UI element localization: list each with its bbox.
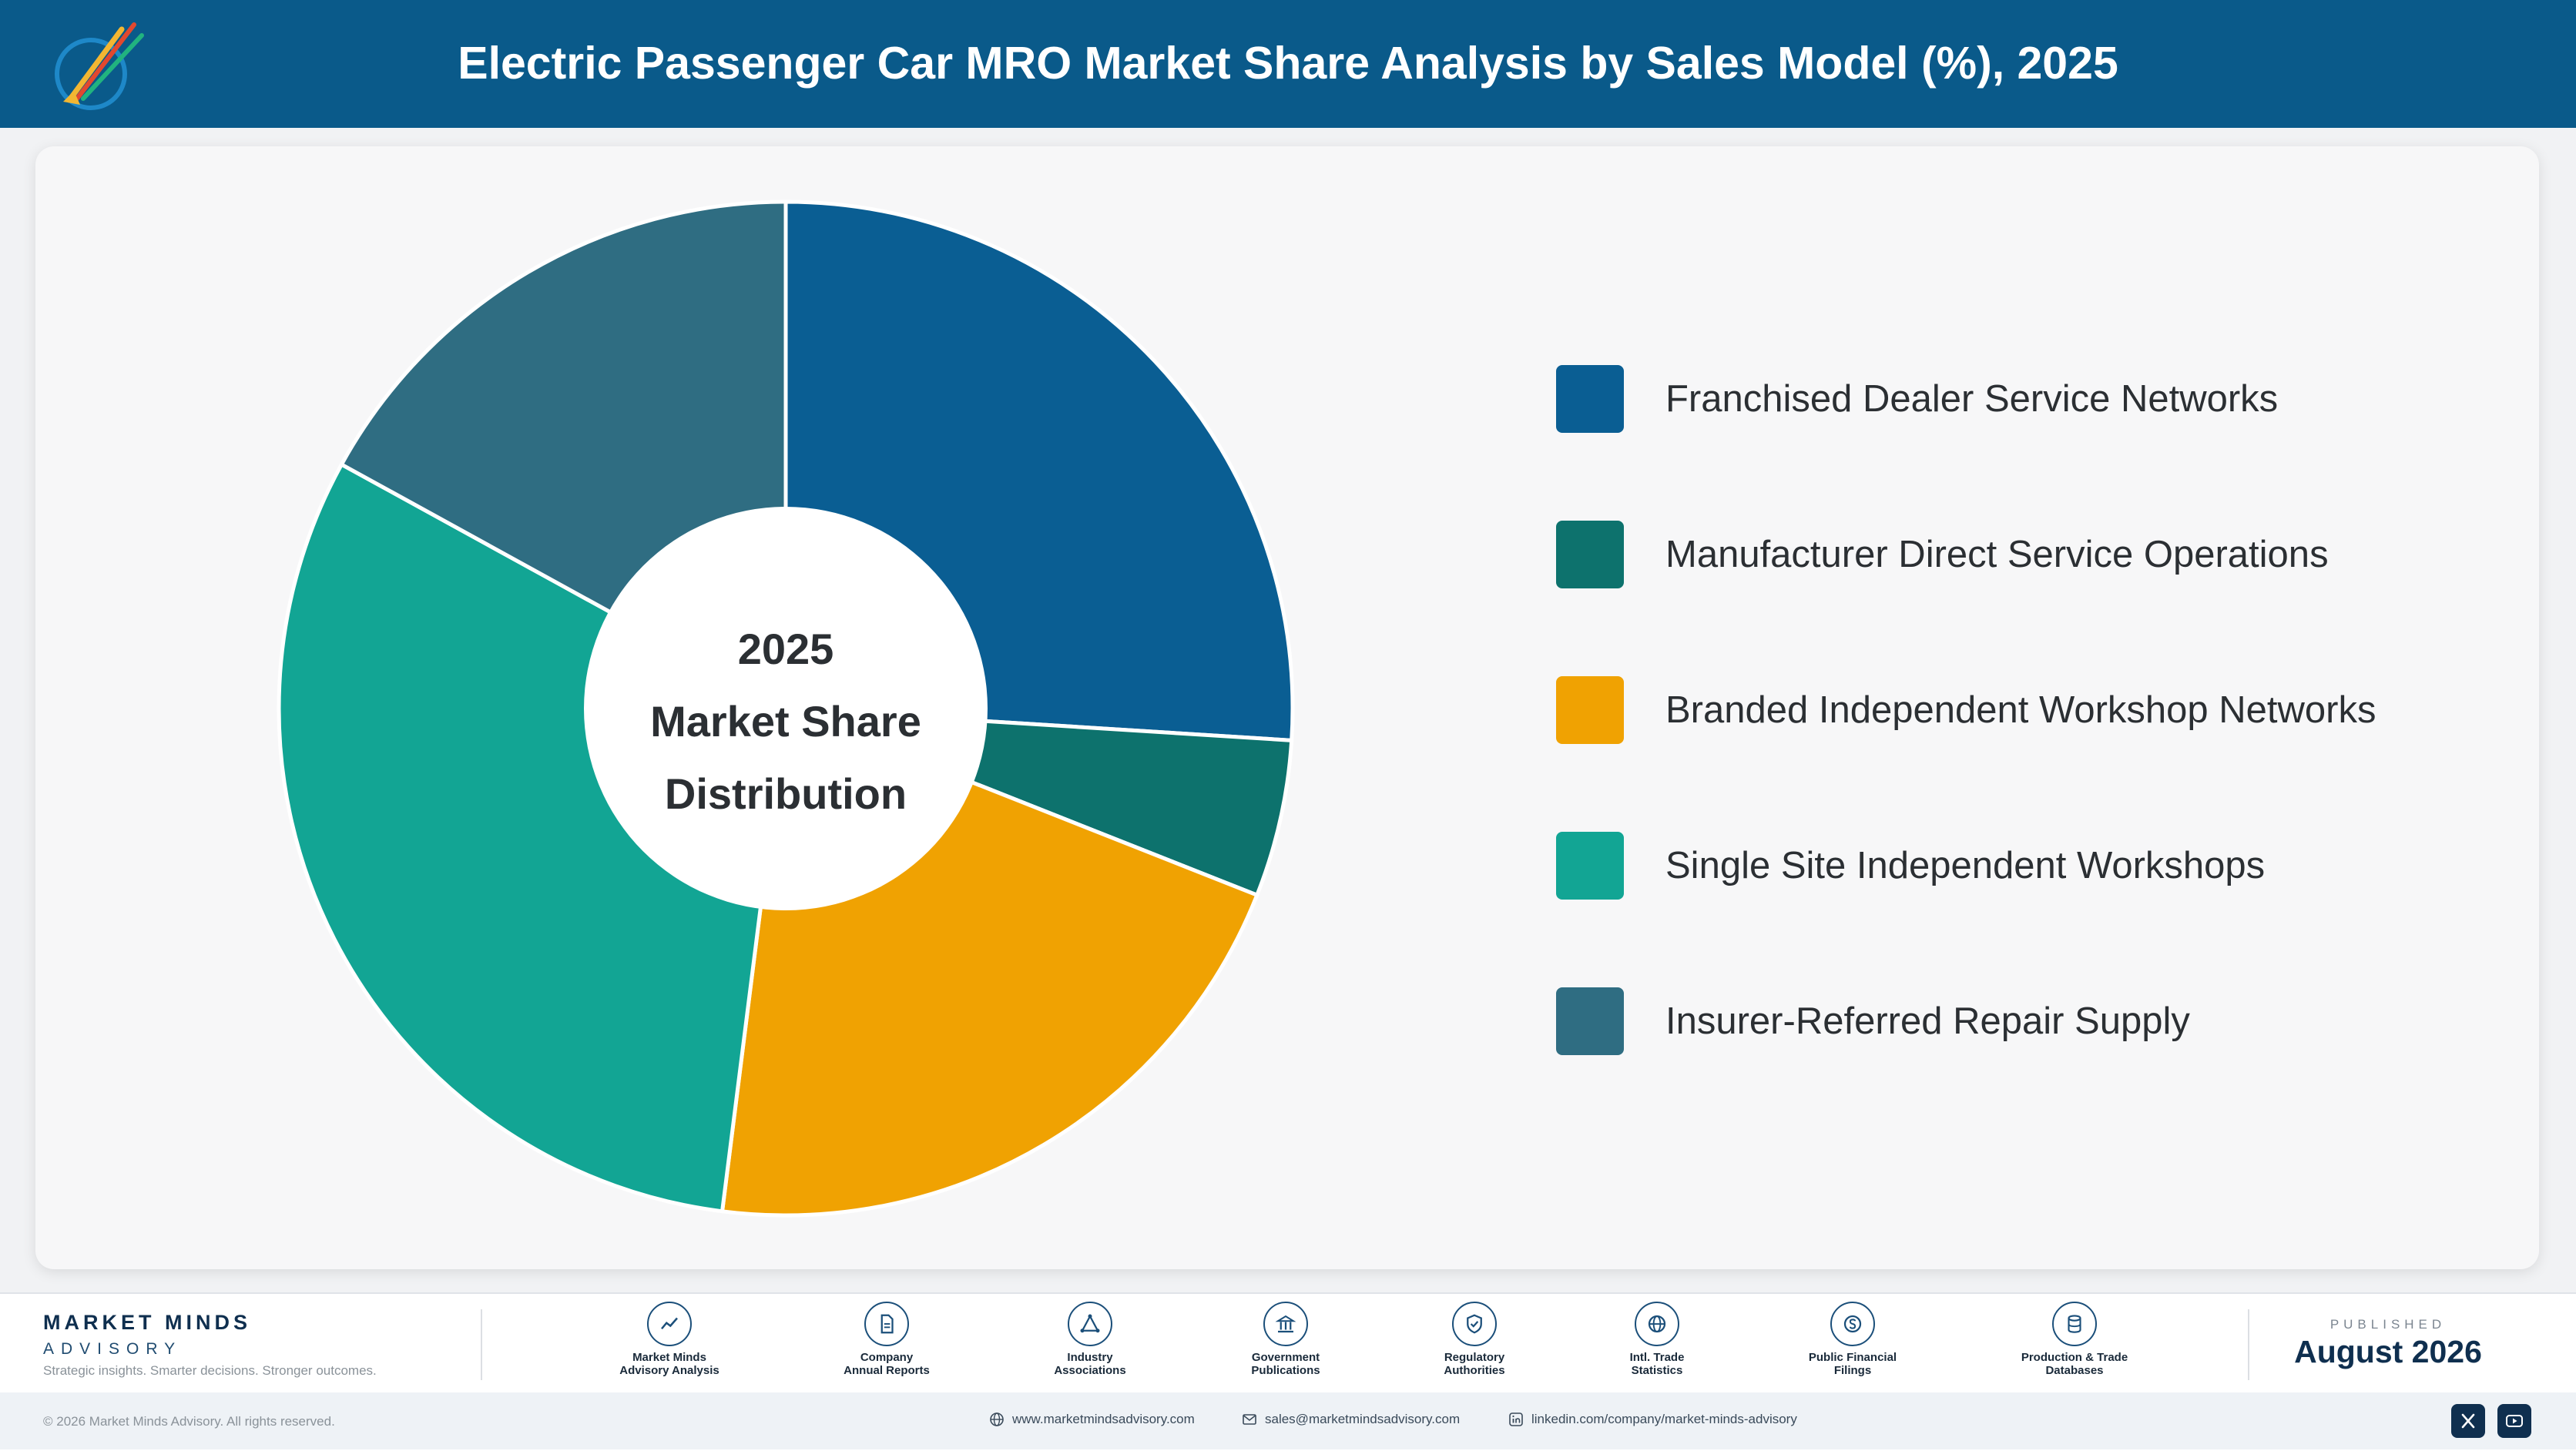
database-icon [2052, 1302, 2097, 1346]
legend-swatch [1556, 987, 1624, 1055]
source-label: Market Minds Advisory Analysis [619, 1351, 719, 1377]
source-item: Industry Associations [1005, 1302, 1175, 1377]
globe-icon [1635, 1302, 1679, 1346]
x-icon [2461, 1413, 2475, 1429]
source-item: Market Minds Advisory Analysis [585, 1302, 754, 1377]
x-social-button[interactable] [2451, 1404, 2485, 1438]
network-triangle-icon [1068, 1302, 1112, 1346]
youtube-icon [2506, 1415, 2523, 1427]
legend-swatch [1556, 365, 1624, 433]
legend-swatch [1556, 676, 1624, 744]
legend-swatch [1556, 832, 1624, 900]
published-caption: PUBLISHED [2329, 1317, 2447, 1332]
source-label: Company Annual Reports [844, 1351, 930, 1377]
source-label: Industry Associations [1054, 1351, 1126, 1377]
legend-item: Franchised Dealer Service Networks [1556, 365, 2278, 433]
website-text: www.marketmindsadvisory.com [1012, 1412, 1195, 1426]
source-label: Intl. Trade Statistics [1629, 1351, 1685, 1377]
linkedin-icon [1509, 1412, 1523, 1426]
legend-item: Single Site Independent Workshops [1556, 832, 2265, 900]
page-title: Electric Passenger Car MRO Market Share … [458, 38, 2118, 89]
document-icon [864, 1302, 909, 1346]
source-label: Production & Trade Databases [2021, 1351, 2128, 1377]
legend-label: Manufacturer Direct Service Operations [1665, 534, 2329, 575]
source-item: Regulatory Authorities [1390, 1302, 1559, 1377]
center-text-year: 2025 [738, 625, 834, 673]
source-item: Production & Trade Databases [1990, 1302, 2159, 1377]
footer-divider [2248, 1309, 2249, 1380]
website-link[interactable]: www.marketmindsadvisory.com [989, 1412, 1195, 1427]
email-link[interactable]: sales@marketmindsadvisory.com [1242, 1412, 1460, 1427]
linkedin-link[interactable]: linkedin.com/company/market-minds-adviso… [1508, 1412, 1797, 1427]
email-text: sales@marketmindsadvisory.com [1265, 1412, 1461, 1426]
source-item: Public Financial Filings [1768, 1302, 1937, 1377]
source-label: Public Financial Filings [1808, 1351, 1897, 1377]
legend-swatch [1556, 521, 1624, 588]
legend-label: Single Site Independent Workshops [1665, 845, 2266, 886]
donut-chart: 2025 Market Share Distribution [279, 202, 1293, 1215]
legend-label: Branded Independent Workshop Networks [1665, 689, 2376, 731]
globe-icon [990, 1412, 1004, 1426]
government-building-icon [1263, 1302, 1308, 1346]
center-text-title: Market Share [650, 697, 921, 746]
source-item: Government Publications [1201, 1302, 1370, 1377]
shield-check-icon [1452, 1302, 1497, 1346]
source-label: Regulatory Authorities [1444, 1351, 1505, 1377]
legend-item: Insurer-Referred Repair Supply [1556, 987, 2190, 1055]
donut-hole [584, 507, 988, 910]
center-text-subtitle: Distribution [665, 769, 907, 818]
legend-label: Franchised Dealer Service Networks [1665, 378, 2279, 420]
source-item: Company Annual Reports [802, 1302, 971, 1377]
brand-sub: ADVISORY [43, 1340, 183, 1358]
brand-name: MARKET MINDS [43, 1311, 251, 1334]
legend-item: Branded Independent Workshop Networks [1556, 676, 2376, 744]
bottom-bar: © 2026 Market Minds Advisory. All rights… [0, 1392, 2576, 1449]
mail-icon [1243, 1414, 1256, 1425]
linkedin-text: linkedin.com/company/market-minds-adviso… [1531, 1412, 1797, 1426]
copyright-text: © 2026 Market Minds Advisory. All rights… [43, 1414, 335, 1429]
footer-divider [481, 1309, 482, 1380]
header-bar: Electric Passenger Car MRO Market Share … [0, 0, 2576, 128]
brand-tagline: Strategic insights. Smarter decisions. S… [43, 1363, 377, 1378]
source-label: Government Publications [1251, 1351, 1320, 1377]
currency-coin-icon [1830, 1302, 1875, 1346]
source-item: Intl. Trade Statistics [1572, 1302, 1742, 1377]
legend-item: Manufacturer Direct Service Operations [1556, 521, 2329, 588]
youtube-social-button[interactable] [2497, 1404, 2531, 1438]
published-date: August 2026 [2294, 1334, 2482, 1369]
rocket-logo-icon [55, 22, 144, 110]
trend-chart-icon [647, 1302, 692, 1346]
legend-label: Insurer-Referred Repair Supply [1665, 1000, 2190, 1042]
